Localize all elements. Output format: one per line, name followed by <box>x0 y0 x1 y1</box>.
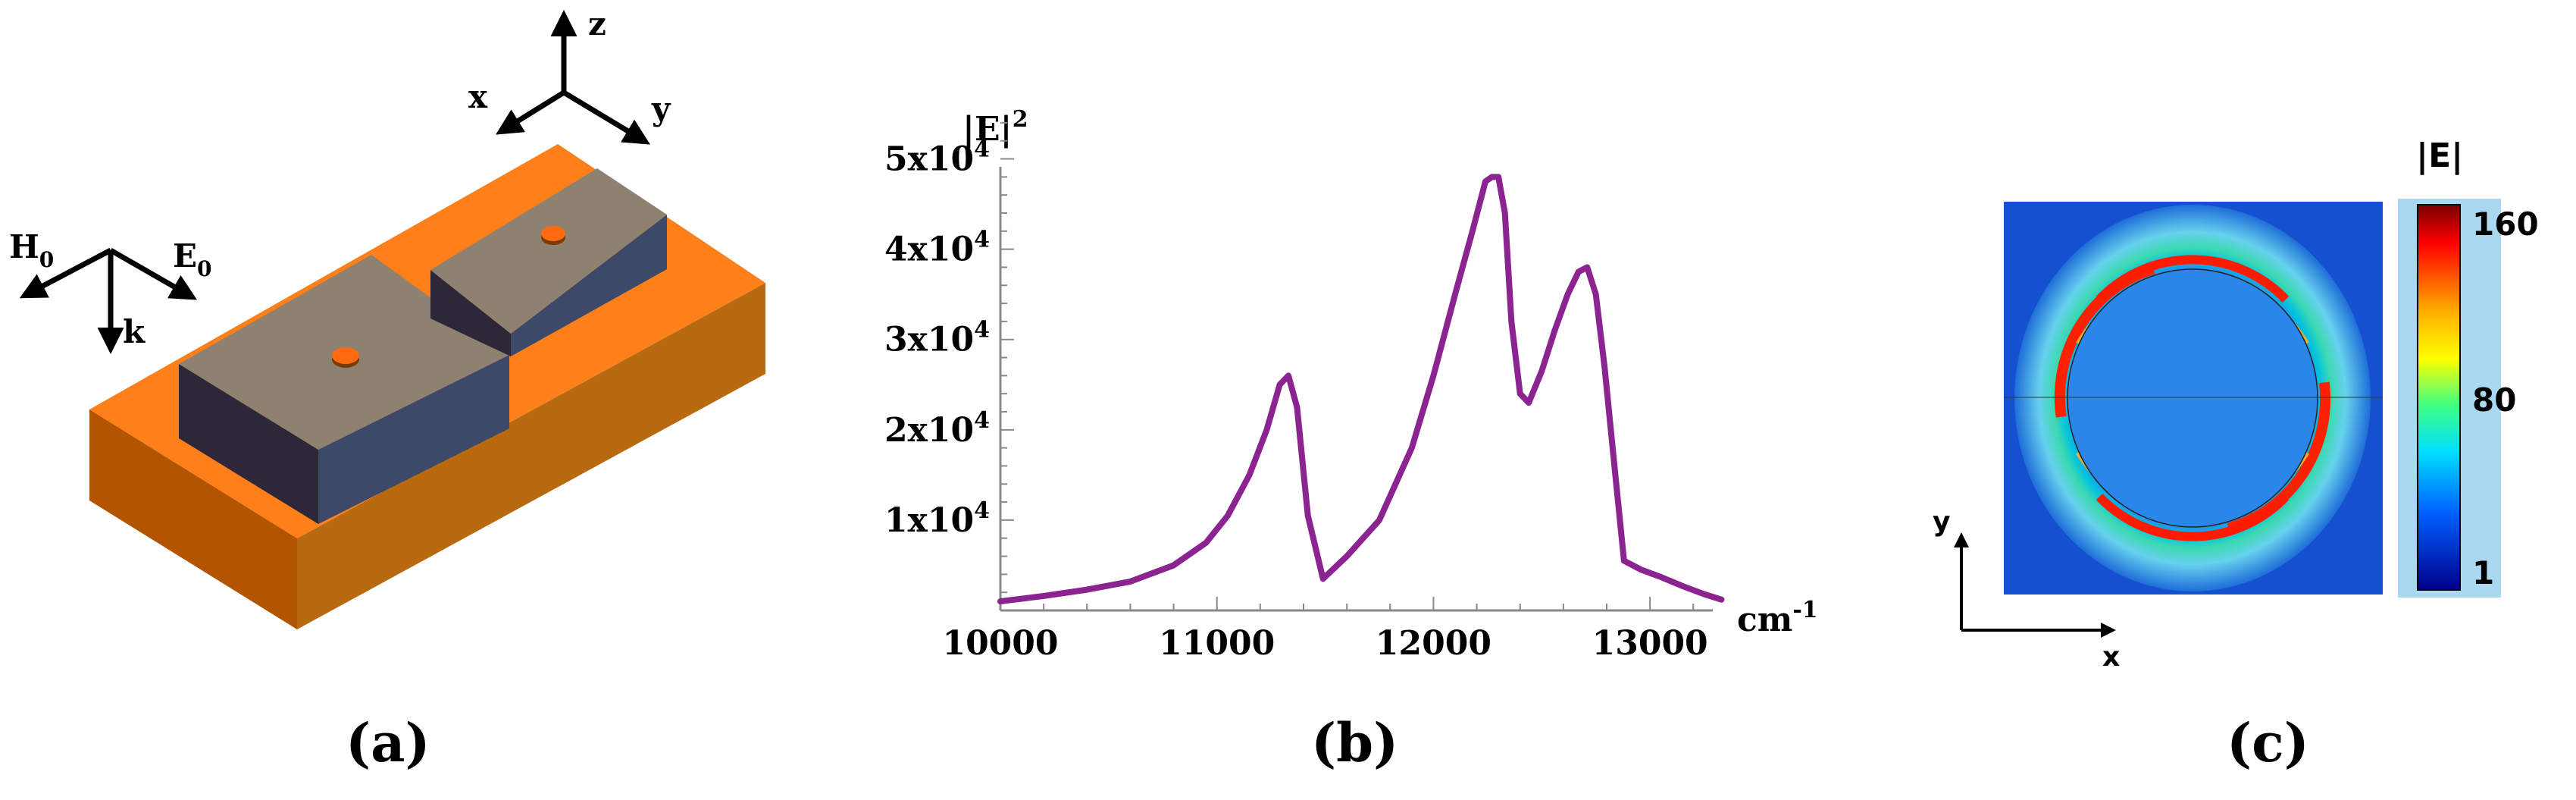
dot-small-block <box>541 226 565 245</box>
panel-label-a: (a) <box>346 711 430 774</box>
panel-b: |E|2 cm-1 10000 11000 12000 13000 1x104 2x104… <box>834 0 1849 800</box>
e0-label: E0 <box>173 237 212 281</box>
panel-a: z x y H0 E0 k (a) <box>0 0 788 800</box>
block-large-right-face <box>318 355 509 524</box>
colorbar-title: |E| <box>2416 136 2463 175</box>
y-tick-label: 5x104 <box>884 136 990 179</box>
colorbar-tick-80: 80 <box>2472 381 2516 419</box>
x-tick-label: 12000 <box>1376 624 1491 663</box>
chart-ylabel: |E|2 <box>962 106 1028 149</box>
block-large-front-face <box>179 364 318 524</box>
axis-label-z: z <box>588 5 606 42</box>
series-line-0 <box>997 174 1725 605</box>
y-tick-label: 2x104 <box>884 407 990 450</box>
block-small-right-face <box>511 215 667 356</box>
chart-ticks: 10000 11000 12000 13000 1x104 2x104 3x104 4x104… <box>884 121 1708 663</box>
dot-large-block <box>332 347 359 368</box>
y-tick-label: 3x104 <box>884 317 990 359</box>
axis-label-y: y <box>651 90 671 127</box>
nanostructure-schematic: z x y H0 E0 k <box>9 5 765 629</box>
coordinate-axes <box>496 10 650 145</box>
y-tick-label: 1x104 <box>884 497 990 540</box>
xy-axes <box>1954 532 2116 638</box>
x-tick-label: 11000 <box>1159 624 1275 663</box>
axis-label-x: x <box>468 78 488 115</box>
h0-label: H0 <box>9 228 54 272</box>
substrate-front-face <box>89 409 297 629</box>
block-small-front-face <box>430 270 511 356</box>
colorbar <box>2417 204 2461 591</box>
incident-field-arrows <box>19 247 198 354</box>
spectrum-chart: |E|2 cm-1 10000 11000 12000 13000 1x104 2x104… <box>884 106 1818 663</box>
k-label: k <box>123 313 146 350</box>
colorbar-tick-160: 160 <box>2472 205 2539 243</box>
chart-axes <box>999 167 1713 612</box>
field-map: |E| 160 80 1 y x <box>1933 136 2539 673</box>
panel-label-c: (c) <box>2227 711 2309 774</box>
panel-label-b: (b) <box>1311 711 1399 774</box>
chart-xlabel: cm-1 <box>1737 597 1818 639</box>
field-map-image <box>2004 202 2383 595</box>
axis-label-y-c: y <box>1933 507 1950 538</box>
substrate-right-face <box>297 283 765 629</box>
panel-c: |E| 160 80 1 y x (c) <box>1910 0 2576 800</box>
y-tick-label: 4x104 <box>884 227 990 269</box>
axis-label-x-c: x <box>2102 642 2120 673</box>
x-tick-label: 13000 <box>1592 624 1708 663</box>
colorbar-tick-1: 1 <box>2472 554 2494 591</box>
chart-series <box>997 174 1725 605</box>
block-small-top-face <box>430 168 667 334</box>
x-tick-label: 10000 <box>942 624 1058 663</box>
